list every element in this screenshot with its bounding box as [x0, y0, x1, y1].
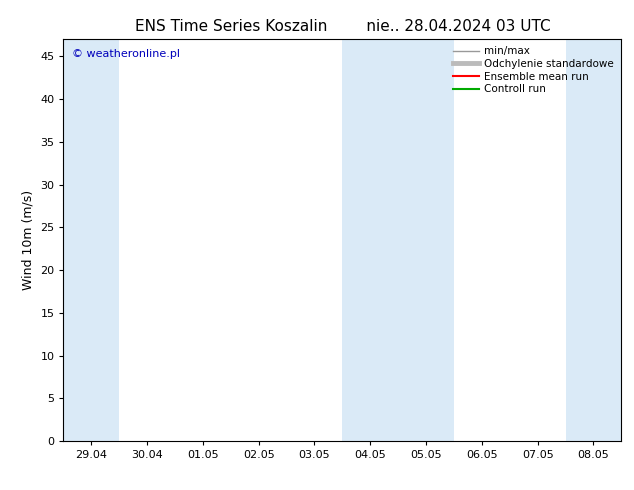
Bar: [398, 39, 454, 441]
Bar: [342, 39, 398, 441]
Bar: [63, 39, 119, 441]
Text: © weatheronline.pl: © weatheronline.pl: [72, 49, 180, 59]
Bar: [566, 39, 621, 441]
Title: ENS Time Series Koszalin        nie.. 28.04.2024 03 UTC: ENS Time Series Koszalin nie.. 28.04.202…: [134, 19, 550, 34]
Legend: min/max, Odchylenie standardowe, Ensemble mean run, Controll run: min/max, Odchylenie standardowe, Ensembl…: [451, 45, 616, 97]
Y-axis label: Wind 10m (m/s): Wind 10m (m/s): [22, 190, 35, 290]
